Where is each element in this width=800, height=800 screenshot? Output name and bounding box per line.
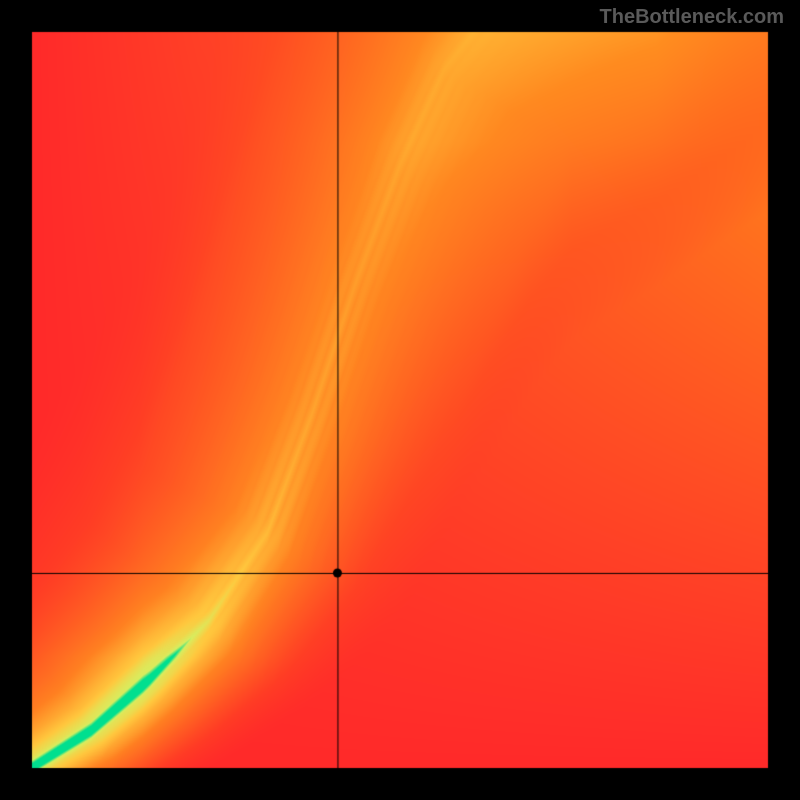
watermark-text: TheBottleneck.com [600,6,784,29]
heatmap-container [0,0,800,800]
heatmap-canvas [0,0,800,800]
